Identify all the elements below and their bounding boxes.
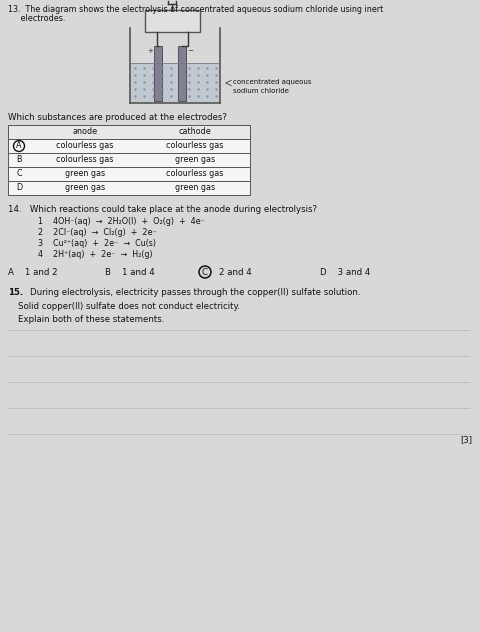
Text: colourless gas: colourless gas: [56, 155, 113, 164]
Text: cathode: cathode: [178, 128, 211, 137]
Text: 14.   Which reactions could take place at the anode during electrolysis?: 14. Which reactions could take place at …: [8, 205, 316, 214]
Text: 15.: 15.: [8, 288, 23, 297]
Text: colourless gas: colourless gas: [166, 142, 223, 150]
Text: D    3 and 4: D 3 and 4: [319, 268, 370, 277]
Text: colourless gas: colourless gas: [56, 142, 113, 150]
Text: +: +: [147, 48, 153, 54]
Text: electrodes.: electrodes.: [8, 14, 65, 23]
Text: D: D: [16, 183, 22, 193]
Text: 13.  The diagram shows the electrolysis of concentrated aqueous sodium chloride : 13. The diagram shows the electrolysis o…: [8, 5, 383, 14]
Text: Solid copper(II) sulfate does not conduct electricity.: Solid copper(II) sulfate does not conduc…: [18, 302, 240, 311]
Text: [3]: [3]: [459, 435, 471, 444]
Text: During electrolysis, electricity passes through the copper(II) sulfate solution.: During electrolysis, electricity passes …: [30, 288, 360, 297]
Bar: [8, 153, 250, 167]
Bar: [144, 10, 200, 32]
Text: green gas: green gas: [65, 183, 105, 193]
Text: 3    Cu²⁺(aq)  +  2e⁻  →  Cu(s): 3 Cu²⁺(aq) + 2e⁻ → Cu(s): [38, 239, 156, 248]
Bar: [8, 181, 250, 195]
Bar: [178, 46, 186, 101]
Bar: [8, 167, 250, 181]
Bar: [154, 46, 162, 101]
Text: A: A: [16, 142, 22, 150]
Text: green gas: green gas: [65, 169, 105, 178]
Text: 1    4OH⁻(aq)  →  2H₂O(l)  +  O₂(g)  +  4e⁻: 1 4OH⁻(aq) → 2H₂O(l) + O₂(g) + 4e⁻: [38, 217, 204, 226]
Text: C    2 and 4: C 2 and 4: [202, 268, 251, 277]
Text: anode: anode: [72, 128, 97, 137]
Text: B    1 and 4: B 1 and 4: [105, 268, 155, 277]
Text: colourless gas: colourless gas: [166, 169, 223, 178]
Bar: [8, 125, 250, 139]
Text: sodium chloride: sodium chloride: [232, 88, 288, 94]
Text: green gas: green gas: [175, 183, 215, 193]
Bar: [8, 139, 250, 153]
Text: Which substances are produced at the electrodes?: Which substances are produced at the ele…: [8, 113, 227, 122]
Text: 4    2H⁺(aq)  +  2e⁻  →  H₂(g): 4 2H⁺(aq) + 2e⁻ → H₂(g): [38, 250, 152, 259]
Text: green gas: green gas: [175, 155, 215, 164]
Text: B: B: [16, 155, 22, 164]
Text: Explain both of these statements.: Explain both of these statements.: [18, 315, 164, 324]
Text: A    1 and 2: A 1 and 2: [8, 268, 58, 277]
Text: concentrated aqueous: concentrated aqueous: [232, 79, 311, 85]
Text: 2    2Cl⁻(aq)  →  Cl₂(g)  +  2e⁻: 2 2Cl⁻(aq) → Cl₂(g) + 2e⁻: [38, 228, 156, 237]
Bar: [131, 63, 218, 102]
Text: −: −: [187, 48, 192, 54]
Text: C: C: [16, 169, 22, 178]
